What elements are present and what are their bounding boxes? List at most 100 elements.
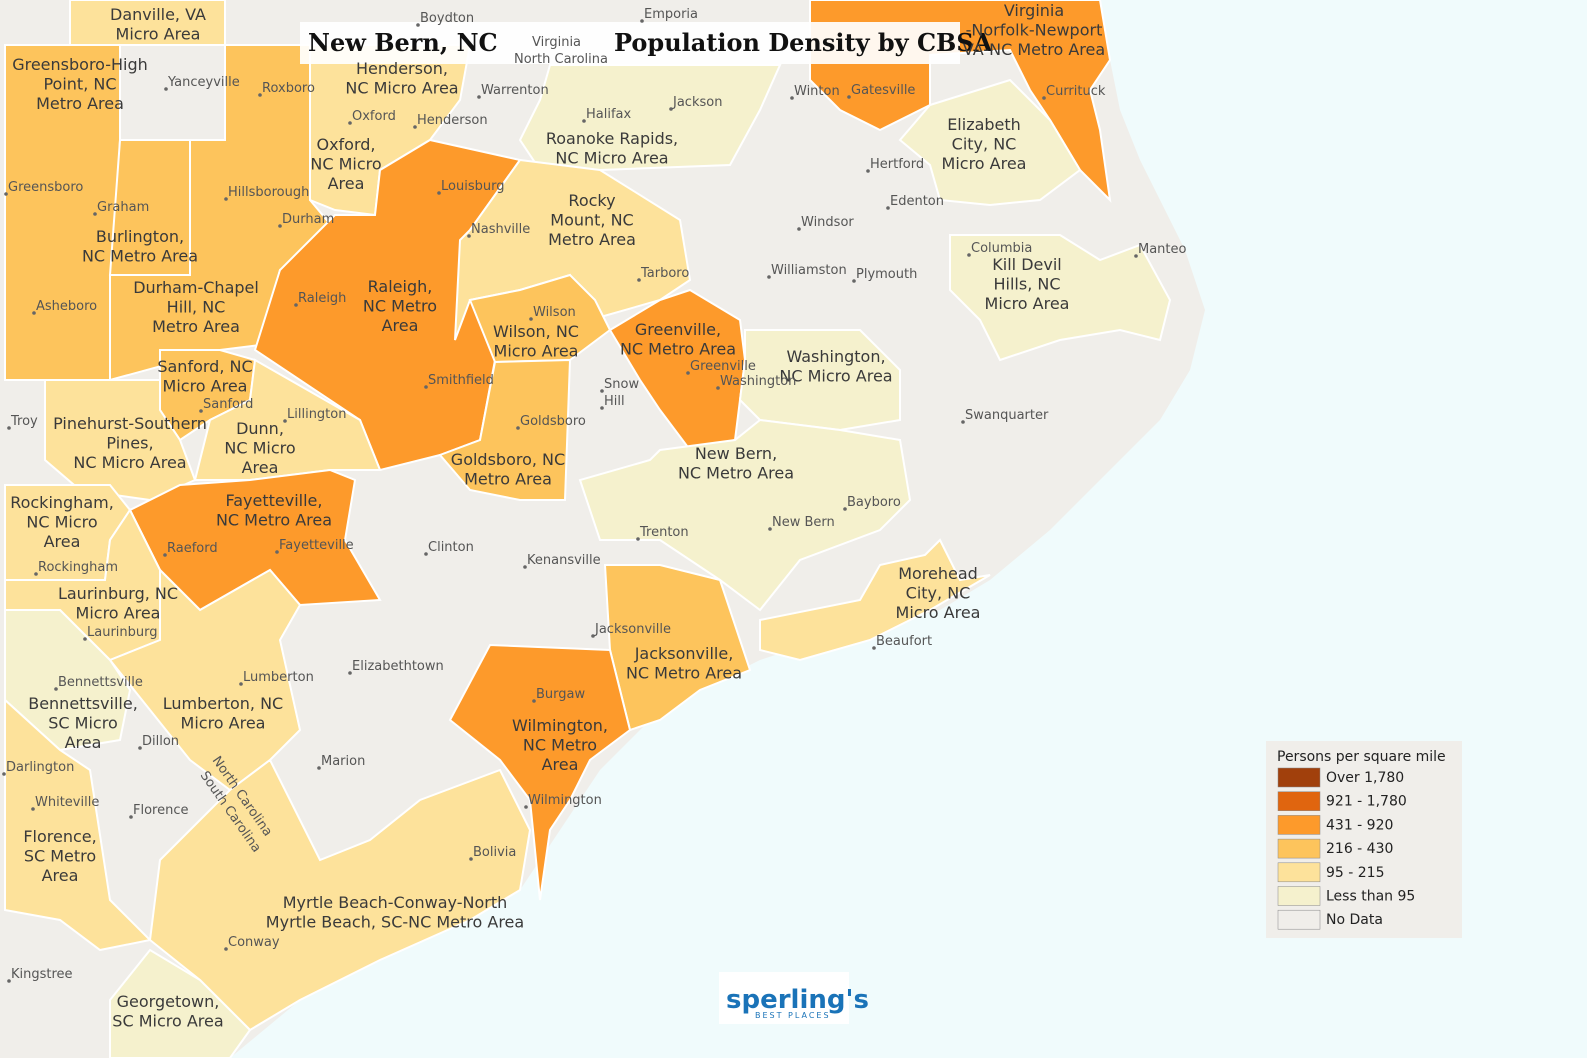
area-label-line: Virginia	[1004, 1, 1064, 20]
city-label: Winton	[794, 84, 840, 99]
area-label-henderson: Henderson, NC Micro Area	[345, 59, 458, 98]
area-label-line: -Norfolk-Newport	[966, 21, 1103, 40]
city-marker	[523, 565, 527, 569]
area-label-washington: Washington, NC Micro Area	[779, 347, 892, 386]
region-new-bern	[578, 418, 912, 612]
city-label: Whiteville	[35, 795, 99, 810]
city-label: Clinton	[428, 540, 474, 555]
area-label-line: Area	[542, 755, 579, 774]
city-marker	[424, 385, 428, 389]
area-label-new-bern: New Bern, NC Metro Area	[678, 444, 794, 483]
area-label-line: Area	[65, 733, 102, 752]
city-marker	[258, 93, 262, 97]
area-label-line: Raleigh,	[368, 277, 433, 296]
city-label: Fayetteville	[279, 538, 354, 553]
city-marker	[437, 191, 441, 195]
legend-swatch	[1277, 862, 1321, 883]
area-label-line: Elizabeth	[947, 115, 1021, 134]
city-marker	[532, 699, 536, 703]
city-marker	[93, 212, 97, 216]
logo-background	[719, 972, 849, 1024]
city-label: Swanquarter	[965, 408, 1049, 423]
area-label-morehead: Morehead City, NC Micro Area	[896, 564, 981, 622]
area-label-line: Greensboro-High	[12, 55, 148, 74]
city-label: Currituck	[1046, 84, 1106, 99]
city-label: Laurinburg	[87, 625, 158, 640]
area-label-myrtle-beach: Myrtle Beach-Conway-North Myrtle Beach, S…	[266, 893, 524, 932]
city-marker	[424, 552, 428, 556]
city-label: Hertford	[870, 157, 924, 172]
logo-main-text: sperling's	[726, 985, 869, 1015]
area-label-wilson: Wilson, NC Micro Area	[493, 322, 579, 361]
city-marker	[636, 537, 640, 541]
city-marker	[83, 637, 87, 641]
area-label-rockingham: Rockingham, NC Micro Area	[10, 493, 114, 551]
legend-title: Persons per square mile	[1277, 749, 1446, 765]
area-label-line: City, NC	[906, 584, 971, 603]
area-label-line: Micro Area	[163, 377, 248, 396]
area-label-oxford: Oxford, NC Micro Area	[310, 135, 381, 193]
city-label: Burgaw	[536, 687, 585, 702]
area-label-line: Lumberton, NC	[163, 694, 283, 713]
area-label-goldsboro: Goldsboro, NC Metro Area	[451, 450, 565, 489]
area-label-line: Dunn,	[236, 419, 284, 438]
region-pinehurst	[44, 379, 197, 502]
area-label-line: Pinehurst-Southern	[53, 414, 207, 433]
city-marker	[7, 426, 11, 430]
region-morehead	[759, 538, 991, 662]
region-lumberton	[108, 567, 302, 792]
area-label-line: Roanoke Rapids,	[546, 129, 678, 148]
city-label: Jackson	[672, 95, 722, 110]
city-marker	[129, 815, 133, 819]
city-marker	[852, 279, 856, 283]
area-label-line: Fayetteville,	[226, 491, 323, 510]
legend-swatch	[1277, 815, 1321, 835]
area-label-line: NC Metro	[363, 297, 437, 316]
area-label-jacksonville: Jacksonville, NC Metro Area	[626, 644, 742, 683]
area-label-raleigh: Raleigh, NC Metro Area	[363, 277, 437, 335]
area-label-line: Pines,	[106, 434, 153, 453]
city-label: Warrenton	[481, 83, 549, 98]
area-label-rocky-mount: Rocky Mount, NC Metro Area	[548, 191, 636, 249]
city-label: Oxford	[352, 109, 396, 124]
area-label-line: Area	[328, 174, 365, 193]
title-place: New Bern, NC	[308, 28, 498, 57]
city-marker	[2, 772, 6, 776]
city-marker	[591, 634, 595, 638]
area-label-line: Area	[382, 316, 419, 335]
area-label-line: Durham-Chapel	[133, 278, 259, 297]
city-marker	[34, 572, 38, 576]
area-label-greensboro: Greensboro-High Point, NC Metro Area	[12, 55, 148, 113]
area-label-sanford: Sanford, NC Micro Area	[157, 357, 252, 396]
city-marker	[529, 317, 533, 321]
city-label: Edenton	[890, 194, 944, 209]
city-marker	[872, 646, 876, 650]
city-label: Conway	[228, 935, 280, 950]
city-marker	[1134, 254, 1138, 258]
area-label-line: Rocky	[568, 191, 615, 210]
city-label: Kingstree	[11, 967, 73, 982]
city-marker	[164, 87, 168, 91]
city-marker	[669, 107, 673, 111]
area-label-line: Florence,	[23, 827, 96, 846]
city-label: Yanceyville	[167, 75, 240, 90]
city-marker	[961, 420, 965, 424]
city-marker	[348, 671, 352, 675]
ocean	[230, 0, 1587, 1058]
city-label: Bayboro	[847, 495, 901, 510]
city-label: Marion	[321, 754, 365, 769]
city-marker	[847, 95, 851, 99]
area-label-line: Goldsboro, NC	[451, 450, 565, 469]
city-label: Asheboro	[36, 299, 97, 314]
legend-label: No Data	[1326, 912, 1383, 928]
area-label-line: Myrtle Beach, SC-NC Metro Area	[266, 913, 524, 932]
city-label: Goldsboro	[520, 414, 586, 429]
area-label-lumberton: Lumberton, NC Micro Area	[163, 694, 283, 733]
city-marker	[686, 371, 690, 375]
city-marker	[283, 419, 287, 423]
legend: Persons per square mile Over 1,780 921 - …	[1266, 741, 1462, 938]
state-label-virginia: Virginia	[532, 35, 581, 50]
area-label-line: Burlington,	[96, 227, 184, 246]
area-label-line: Washington,	[786, 347, 885, 366]
